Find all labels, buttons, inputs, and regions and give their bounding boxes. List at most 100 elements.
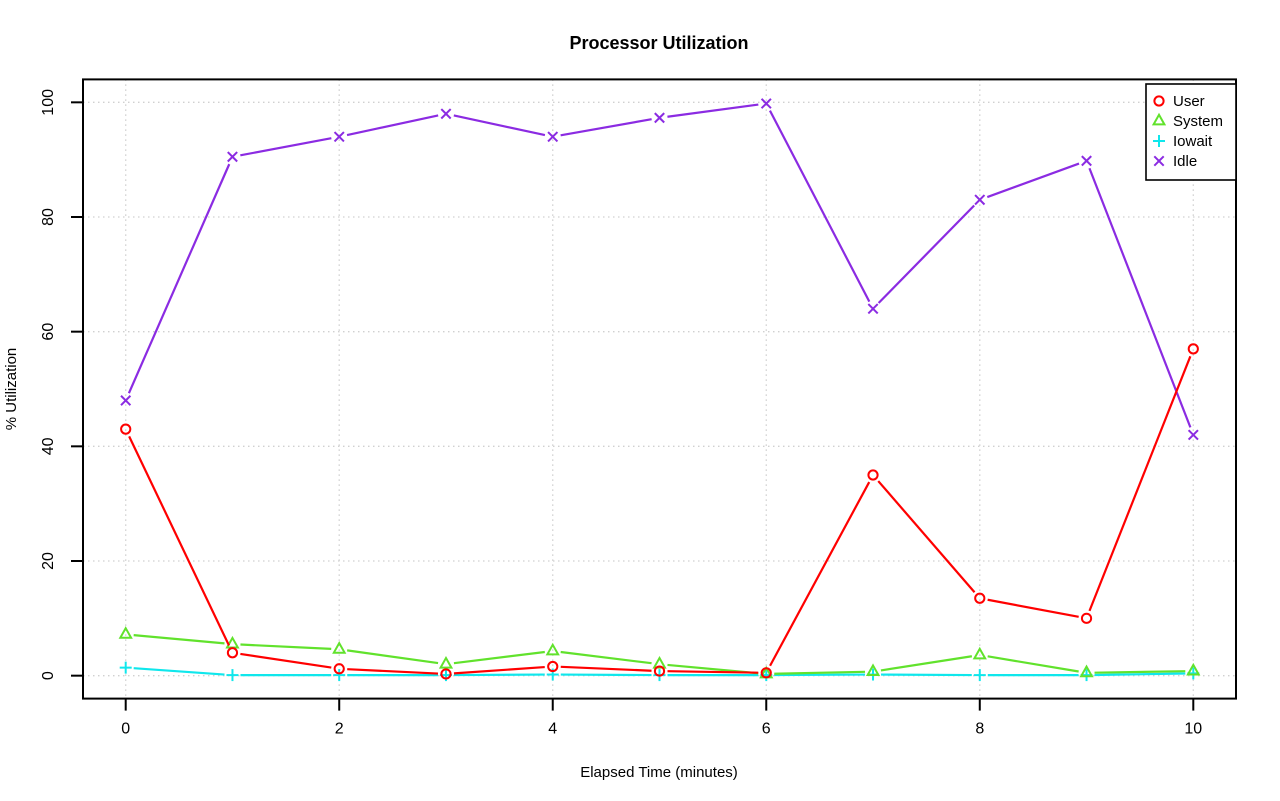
user-marker bbox=[120, 423, 132, 435]
circle-marker-shape bbox=[333, 663, 345, 675]
x-marker-shape bbox=[867, 303, 879, 315]
user-line-segment bbox=[347, 668, 439, 675]
legend-label: Idle bbox=[1173, 153, 1197, 170]
user-line-segment bbox=[769, 481, 871, 667]
legend-label: User bbox=[1173, 93, 1205, 110]
triangle-marker-shape bbox=[332, 641, 347, 654]
legend-circle-marker bbox=[1153, 95, 1165, 107]
idle-marker bbox=[1081, 155, 1092, 167]
system-marker bbox=[972, 646, 987, 660]
x-marker-shape bbox=[1187, 429, 1199, 441]
iowait-marker bbox=[119, 661, 132, 674]
circle-marker-shape bbox=[440, 668, 452, 680]
system-marker bbox=[1186, 662, 1201, 676]
user-marker bbox=[974, 592, 986, 604]
system-marker bbox=[652, 655, 667, 669]
x-marker-shape bbox=[1081, 155, 1092, 167]
user-marker bbox=[653, 665, 666, 677]
idle-marker bbox=[1187, 429, 1199, 441]
user-marker bbox=[760, 667, 772, 679]
circle-marker-shape bbox=[1080, 612, 1093, 624]
y-axis-title: % Utilization bbox=[3, 348, 20, 431]
idle-line-segment bbox=[560, 118, 652, 137]
circle-marker-shape bbox=[1153, 95, 1165, 107]
system-marker bbox=[545, 642, 560, 656]
y-tick-label: 40 bbox=[40, 437, 57, 455]
series-idle bbox=[120, 98, 1199, 441]
series-user bbox=[120, 343, 1199, 680]
circle-marker-shape bbox=[1187, 343, 1199, 355]
system-line-segment bbox=[987, 655, 1079, 673]
user-marker bbox=[867, 469, 879, 481]
system-line-segment bbox=[880, 655, 973, 672]
system-marker bbox=[118, 626, 133, 639]
system-line-segment bbox=[453, 650, 545, 665]
user-marker bbox=[1187, 343, 1199, 355]
triangle-marker-shape bbox=[1186, 662, 1201, 676]
circle-marker-shape bbox=[226, 647, 239, 659]
triangle-marker-shape bbox=[652, 655, 667, 669]
idle-marker bbox=[760, 98, 772, 109]
user-marker bbox=[547, 660, 559, 673]
system-marker bbox=[332, 641, 347, 654]
legend-item-idle: Idle bbox=[1153, 153, 1197, 170]
system-line-segment bbox=[1094, 670, 1186, 674]
idle-marker bbox=[974, 194, 986, 206]
x-tick-label: 6 bbox=[762, 721, 771, 738]
idle-marker bbox=[120, 395, 132, 406]
x-axis-title: Elapsed Time (minutes) bbox=[580, 764, 738, 781]
x-marker-shape bbox=[333, 131, 345, 143]
legend-x-marker bbox=[1153, 155, 1165, 167]
system-line-segment bbox=[240, 643, 332, 651]
system-line-segment bbox=[346, 649, 439, 665]
circle-marker-shape bbox=[653, 665, 666, 677]
x-tick-label: 2 bbox=[335, 721, 344, 738]
legend-plus-marker bbox=[1153, 135, 1165, 147]
idle-line-segment bbox=[986, 162, 1080, 199]
user-line-segment bbox=[1088, 355, 1192, 612]
x-marker-shape bbox=[1153, 155, 1165, 167]
idle-line-segment bbox=[346, 114, 439, 137]
circle-marker-shape bbox=[120, 423, 132, 435]
idle-marker bbox=[227, 151, 238, 163]
idle-marker bbox=[440, 108, 452, 120]
circle-marker-shape bbox=[760, 667, 772, 679]
idle-marker bbox=[333, 131, 345, 143]
y-tick-label: 80 bbox=[40, 208, 57, 226]
gridlines bbox=[83, 79, 1236, 699]
user-line-segment bbox=[128, 435, 231, 646]
idle-marker bbox=[867, 303, 879, 315]
user-marker bbox=[440, 668, 452, 680]
series-iowait bbox=[119, 661, 1200, 682]
triangle-marker-shape bbox=[438, 655, 454, 669]
user-line-segment bbox=[453, 665, 545, 675]
y-tick-label: 100 bbox=[40, 89, 57, 116]
idle-line-segment bbox=[1088, 167, 1192, 428]
user-marker bbox=[1080, 612, 1093, 624]
chart-title: Processor Utilization bbox=[569, 33, 748, 53]
y-tick-label: 60 bbox=[40, 323, 57, 341]
triangle-marker-shape bbox=[118, 626, 133, 639]
x-marker-shape bbox=[227, 151, 238, 163]
user-line-segment bbox=[987, 598, 1079, 618]
x-tick-label: 4 bbox=[548, 721, 557, 738]
legend-label: Iowait bbox=[1173, 133, 1213, 150]
user-line-segment bbox=[667, 670, 759, 674]
user-line-segment bbox=[560, 665, 652, 672]
iowait-marker bbox=[973, 669, 986, 682]
triangle-marker-shape bbox=[1151, 112, 1167, 126]
x-marker-shape bbox=[974, 194, 986, 206]
idle-line-segment bbox=[768, 110, 871, 303]
user-marker bbox=[226, 647, 239, 659]
system-marker bbox=[438, 655, 454, 669]
x-marker-shape bbox=[120, 395, 132, 406]
plot-border bbox=[82, 78, 1237, 700]
iowait-marker bbox=[226, 669, 239, 682]
y-tick-label: 20 bbox=[40, 552, 57, 570]
legend-triangle-marker bbox=[1151, 112, 1167, 126]
x-marker-shape bbox=[654, 112, 665, 124]
x-marker-shape bbox=[440, 108, 452, 120]
